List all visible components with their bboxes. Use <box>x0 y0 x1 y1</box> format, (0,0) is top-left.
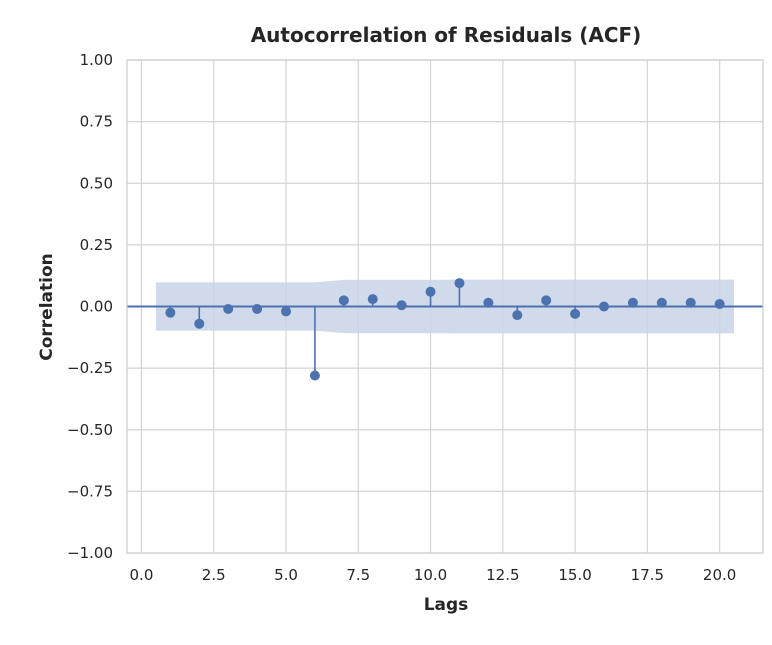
point-lag-9 <box>396 300 407 311</box>
point-lag-2 <box>194 318 205 329</box>
chart-title: Autocorrelation of Residuals (ACF) <box>251 23 642 47</box>
y-tick-label: 0.75 <box>80 113 113 131</box>
y-tick-label: −0.50 <box>67 421 113 439</box>
point-lag-8 <box>367 294 378 305</box>
y-tick-label: 0.25 <box>80 236 113 254</box>
point-lag-5 <box>281 306 291 317</box>
point-lag-13 <box>512 310 523 321</box>
point-lag-1 <box>165 307 176 318</box>
y-tick-label: 0.50 <box>80 174 113 192</box>
point-lag-15 <box>570 308 581 319</box>
y-tick-label: −0.75 <box>67 482 113 500</box>
x-tick-label: 20.0 <box>703 566 736 584</box>
x-tick-label: 10.0 <box>414 566 447 584</box>
x-tick-label: 7.5 <box>346 566 370 584</box>
point-lag-12 <box>483 297 494 308</box>
point-lag-3 <box>223 303 234 314</box>
y-tick-label: −1.00 <box>67 544 113 562</box>
point-layer <box>165 278 725 381</box>
x-tick-label: 0.0 <box>130 566 154 584</box>
point-lag-6 <box>309 370 320 381</box>
point-lag-11 <box>454 278 465 289</box>
x-tick-label: 5.0 <box>274 566 298 584</box>
point-lag-20 <box>714 299 725 310</box>
point-lag-19 <box>685 297 696 308</box>
y-tick-label: 1.00 <box>80 51 113 69</box>
x-tick-labels: 0.0 2.5 5.0 7.5 10.0 12.5 15.0 17.5 20.0 <box>130 566 737 584</box>
x-tick-label: 15.0 <box>558 566 591 584</box>
y-tick-labels: 1.00 0.75 0.50 0.25 0.00 −0.25 −0.50 −0.75 −1.00 <box>67 51 113 562</box>
x-tick-label: 17.5 <box>631 566 664 584</box>
y-tick-label: −0.25 <box>67 359 113 377</box>
point-lag-18 <box>656 297 667 308</box>
x-tick-label: 12.5 <box>486 566 519 584</box>
point-lag-14 <box>541 295 552 306</box>
x-tick-label: 2.5 <box>202 566 226 584</box>
plot-frame <box>126 59 764 554</box>
point-lag-16 <box>599 301 609 312</box>
y-axis-label: Correlation <box>37 253 57 361</box>
point-lag-4 <box>252 303 263 314</box>
point-lag-7 <box>338 295 349 306</box>
point-lag-10 <box>425 286 436 297</box>
y-tick-label: 0.00 <box>80 298 113 316</box>
point-lag-17 <box>627 297 638 308</box>
x-axis-label: Lags <box>424 595 469 615</box>
